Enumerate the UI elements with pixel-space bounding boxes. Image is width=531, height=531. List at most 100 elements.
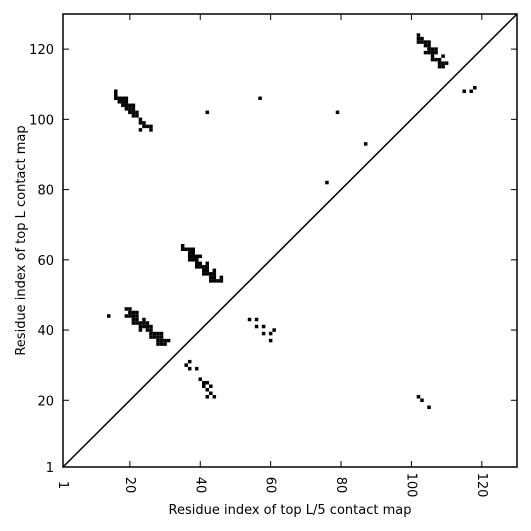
contact-cell-lower [420, 398, 424, 403]
contact-cell-lower [205, 387, 210, 392]
contact-cell-lower [198, 377, 203, 381]
contact-cell-lower [247, 317, 252, 322]
plot-frame [62, 13, 518, 468]
contact-cell-upper [138, 128, 143, 132]
contact-cell-upper [205, 110, 210, 115]
x-tick-label: 120 [474, 473, 489, 498]
contact-cell-lower [416, 395, 421, 399]
contact-cell-lower [156, 335, 160, 339]
contact-cell-lower [202, 384, 206, 388]
contact-cell-lower [205, 261, 210, 266]
contact-cell-upper [142, 121, 146, 125]
x-tick-label: 100 [403, 473, 418, 498]
contact-cell-lower [156, 342, 160, 346]
contact-cell-lower [180, 244, 185, 248]
contact-cell-lower [180, 247, 185, 252]
contact-cell-upper [121, 103, 125, 108]
contact-cell-upper [117, 100, 122, 104]
contact-cell-lower [128, 307, 132, 311]
contact-cell-upper [128, 110, 132, 115]
contact-cell-upper [427, 40, 431, 44]
contact-cell-lower [106, 314, 111, 318]
contact-cell-upper [423, 43, 428, 48]
contact-cell-lower [202, 380, 206, 385]
y-tick-label: 1 [46, 461, 54, 476]
contact-cell-lower [205, 395, 210, 399]
contact-cell-lower [149, 324, 153, 329]
contact-cell-lower [202, 272, 206, 276]
contact-cell-lower [135, 317, 139, 322]
contact-cell-lower [131, 317, 136, 322]
contact-cell-upper [437, 57, 442, 62]
contact-cell-lower [187, 359, 192, 364]
contact-cell-lower [142, 324, 146, 329]
contact-cell-upper [114, 93, 118, 97]
contact-cell-lower [145, 324, 150, 329]
contact-cell-lower [159, 335, 164, 339]
contact-cell-upper [131, 103, 136, 108]
contact-cell-upper [430, 50, 435, 55]
contact-cell-upper [131, 107, 136, 111]
contact-cell-upper [149, 128, 153, 132]
contact-cell-lower [142, 321, 146, 325]
contact-cell-upper [335, 110, 340, 115]
contact-cell-upper [135, 110, 139, 115]
x-axis-label: Residue index of top L/5 contact map [169, 503, 412, 518]
contact-cell-upper [121, 96, 125, 101]
contact-cell-lower [268, 338, 273, 343]
contact-cell-lower [261, 331, 266, 336]
contact-cell-lower [135, 310, 139, 315]
contact-cell-lower [261, 324, 266, 329]
contact-cell-upper [430, 57, 435, 62]
contact-cell-lower [159, 342, 164, 346]
contact-cell-lower [205, 265, 210, 269]
contact-cell-lower [187, 366, 192, 371]
contact-cell-upper [427, 47, 431, 51]
contact-cell-lower [128, 314, 132, 318]
contact-cell-upper [114, 89, 118, 94]
contact-cell-lower [163, 342, 167, 346]
contact-cell-upper [131, 114, 136, 118]
contact-cell-lower [138, 328, 143, 332]
contact-cell-lower [184, 363, 188, 367]
contact-cell-lower [191, 251, 195, 255]
contact-cell-upper [416, 36, 421, 41]
contact-cell-upper [441, 54, 445, 58]
contact-cell-lower [149, 328, 153, 332]
contact-cell-lower [212, 268, 217, 273]
y-tick-label: 20 [37, 394, 54, 409]
contact-cell-upper [128, 103, 132, 108]
y-axis-label: Residue index of top L contact map [14, 125, 29, 355]
x-tick-label: 40 [192, 477, 207, 494]
contact-cell-lower [205, 380, 210, 385]
contact-cell-upper [131, 110, 136, 115]
contact-cell-upper [427, 43, 431, 48]
contact-cell-upper [441, 61, 445, 65]
contact-cell-lower [194, 366, 199, 371]
contact-cell-lower [194, 265, 199, 269]
contact-cell-lower [191, 258, 195, 262]
y-tick-label: 40 [37, 324, 54, 339]
contact-cell-lower [202, 265, 206, 269]
contact-cell-lower [254, 324, 259, 329]
contact-cell-upper [145, 124, 150, 129]
diagonal-line [62, 13, 518, 468]
contact-cell-lower [166, 338, 171, 343]
contact-cell-upper [437, 61, 442, 65]
contact-cell-lower [138, 321, 143, 325]
contact-cell-lower [205, 272, 210, 276]
contact-cell-lower [212, 395, 217, 399]
contact-cell-lower [159, 331, 164, 336]
contact-cell-lower [212, 279, 217, 283]
contact-cell-lower [191, 254, 195, 259]
contact-cell-lower [128, 310, 132, 315]
contact-cell-lower [194, 258, 199, 262]
contact-cell-upper [434, 47, 438, 51]
contact-cell-upper [124, 103, 129, 108]
contact-cell-upper [430, 54, 435, 58]
contact-cell-upper [258, 96, 262, 101]
contact-cell-upper [420, 36, 424, 41]
contact-cell-upper [124, 100, 129, 104]
contact-cell-lower [152, 331, 157, 336]
